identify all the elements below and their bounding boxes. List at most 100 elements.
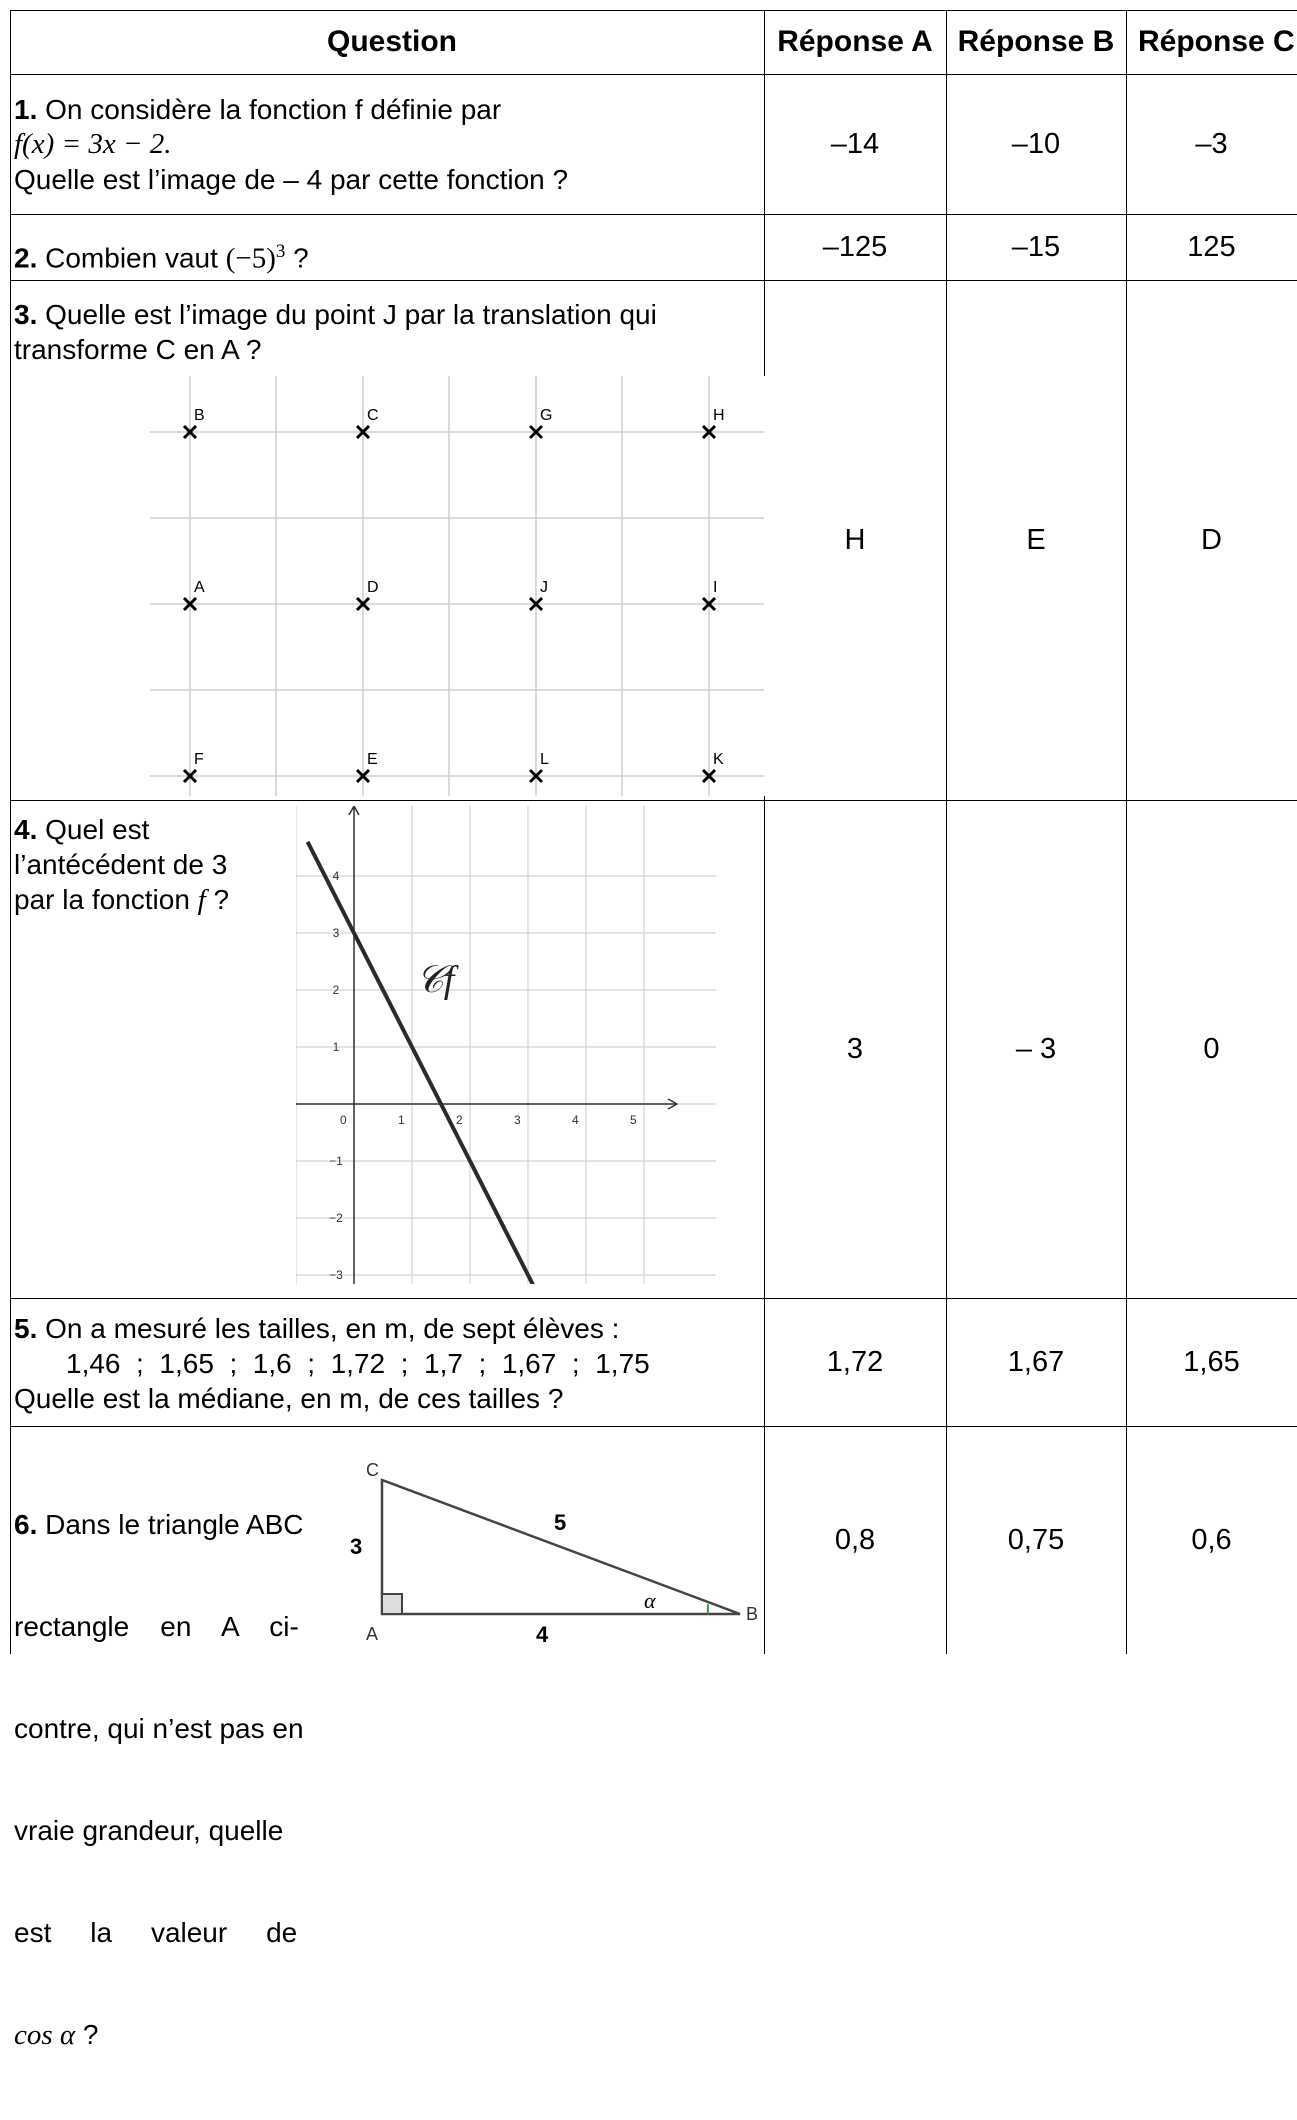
question-line: Quelle est l’image de – 4 par cette fonc… (14, 162, 568, 197)
y-tick-label: 4 (333, 869, 340, 883)
question-number: 3. (14, 299, 37, 330)
border-row (10, 800, 1297, 801)
header-answer-c: Réponse C (1126, 10, 1297, 74)
answer-c: D (1126, 280, 1297, 800)
question-line: On considère la fonction f définie par (37, 94, 501, 125)
question-line: Quelle est l’image du point J par la tra… (37, 299, 656, 330)
curve-label: 𝒞f (416, 959, 459, 1001)
point-h: H (703, 407, 725, 438)
question-number: 5. (14, 1313, 37, 1344)
border-col (764, 796, 765, 1654)
point-e: E (357, 751, 378, 782)
question-line: On a mesuré les tailles, en m, de sept é… (37, 1313, 619, 1344)
question-3-text: 3. Quelle est l’image du point J par la … (14, 297, 657, 367)
cos-alpha: cos α (14, 2019, 75, 2051)
answer-b: 1,67 (946, 1298, 1126, 1426)
x-tick-label: 5 (630, 1113, 637, 1127)
question-line: l’antécédent de 3 (14, 847, 229, 882)
answer-b: 0,75 (946, 1426, 1126, 1654)
heights-list: 1,46 ; 1,65 ; 1,6 ; 1,72 ; 1,7 ; 1,67 ; … (14, 1346, 650, 1381)
question-line: Combien vaut (37, 242, 225, 273)
answer-a: 0,8 (764, 1426, 946, 1654)
point-label: E (367, 751, 378, 768)
x-tick-label: 4 (572, 1113, 579, 1127)
border-row (10, 1426, 1297, 1427)
point-i: I (703, 579, 717, 610)
angle-alpha-label: α (644, 1588, 656, 1613)
answer-a: H (764, 280, 946, 800)
point-g: G (530, 407, 552, 438)
border-col (946, 10, 947, 1654)
question-6-text: 6. Dans le triangle ABC rectangle en A c… (14, 1440, 324, 2120)
x-tick-label: 2 (456, 1113, 463, 1127)
header-answer-a: Réponse A (764, 10, 946, 74)
question-1-text: 1. On considère la fonction f définie pa… (14, 92, 568, 197)
border-row (10, 280, 1297, 281)
question-line: Quel est (37, 814, 149, 845)
header-answer-b: Réponse B (946, 10, 1126, 74)
y-tick-label: 2 (333, 983, 340, 997)
point-label: K (713, 751, 724, 768)
border-left (10, 10, 11, 1654)
answer-b: –10 (946, 74, 1126, 214)
point-f: F (184, 751, 204, 782)
question-line: contre, qui n’est pas en (14, 1712, 324, 1746)
power-base: (−5) (226, 242, 276, 274)
point-l: L (530, 751, 549, 782)
question-line: Quelle est la médiane, en m, de ces tail… (14, 1381, 650, 1416)
point-j: J (530, 579, 548, 610)
question-line: transforme C en A ? (14, 332, 657, 367)
point-c: C (357, 407, 379, 438)
point-label: F (194, 751, 204, 768)
question-number: 1. (14, 94, 37, 125)
vertex-b-label: B (746, 1604, 758, 1624)
y-tick-label: 1 (333, 1040, 340, 1054)
point-b: B (184, 407, 205, 438)
answer-c: –3 (1126, 74, 1297, 214)
translation-grid-figure: B C G H A D J I F E L K (150, 376, 764, 796)
answer-a: 1,72 (764, 1298, 946, 1426)
answer-a: –14 (764, 74, 946, 214)
question-number: 2. (14, 242, 37, 273)
point-label: D (367, 579, 379, 596)
triangle-abc (382, 1480, 740, 1614)
function-name: f (198, 884, 206, 916)
y-tick-label: −3 (329, 1268, 343, 1282)
y-tick-label: −1 (329, 1154, 343, 1168)
power-exponent: 3 (276, 241, 286, 262)
question-number: 4. (14, 814, 37, 845)
point-label: H (713, 407, 725, 424)
point-label: I (713, 579, 717, 596)
point-k: K (703, 751, 724, 782)
border-row (10, 214, 1297, 215)
answer-c: 0,6 (1126, 1426, 1297, 1654)
side-ca-label: 3 (350, 1534, 362, 1559)
question-line: Dans le triangle ABC (37, 1509, 303, 1540)
border-col (764, 10, 765, 376)
header-question: Question (10, 10, 774, 74)
point-label: G (540, 407, 552, 424)
answer-b: –15 (946, 214, 1126, 280)
function-graph: −1012345−3−2−11234𝒞f (296, 806, 716, 1284)
question-line: ? (206, 884, 229, 915)
point-label: A (194, 579, 205, 596)
vertex-a-label: A (366, 1624, 378, 1644)
y-tick-label: 3 (333, 926, 340, 940)
point-label: J (540, 579, 548, 596)
x-tick-label: 3 (514, 1113, 521, 1127)
point-d: D (357, 579, 379, 610)
answer-b: E (946, 280, 1126, 800)
question-2-text: 2. Combien vaut (−5)3 ? (14, 234, 309, 276)
border-top (10, 10, 1297, 11)
question-line: vraie grandeur, quelle (14, 1814, 324, 1848)
vertex-c-label: C (366, 1460, 379, 1480)
y-tick-label: −2 (329, 1211, 343, 1225)
border-col (1126, 10, 1127, 1654)
point-label: C (367, 407, 379, 424)
right-angle-marker (382, 1594, 402, 1614)
question-line: rectangle en A ci- (14, 1610, 324, 1644)
answer-c: 0 (1126, 800, 1297, 1298)
answer-b: – 3 (946, 800, 1126, 1298)
side-cb-label: 5 (554, 1510, 566, 1535)
question-line: ? (285, 242, 308, 273)
